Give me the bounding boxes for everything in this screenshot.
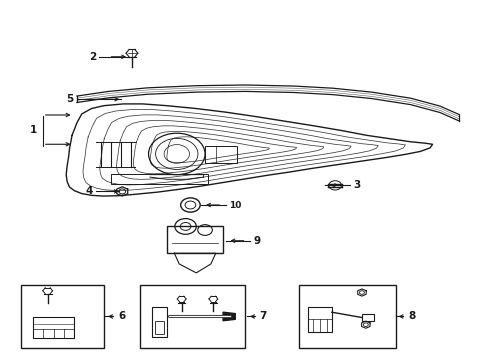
Text: 9: 9 xyxy=(254,236,261,246)
Bar xyxy=(33,317,74,338)
Text: 6: 6 xyxy=(118,311,125,321)
Bar xyxy=(152,307,167,337)
Text: 3: 3 xyxy=(353,180,361,190)
Bar xyxy=(205,146,237,163)
Text: 10: 10 xyxy=(229,201,242,210)
Text: 5: 5 xyxy=(66,94,73,104)
Text: 1: 1 xyxy=(29,125,37,135)
Text: 4: 4 xyxy=(85,186,93,197)
Bar xyxy=(140,285,245,348)
Bar xyxy=(308,307,332,332)
Bar xyxy=(111,174,208,184)
Polygon shape xyxy=(223,312,235,321)
Bar xyxy=(167,226,223,253)
Text: 8: 8 xyxy=(408,311,416,321)
Text: 2: 2 xyxy=(89,52,97,62)
Text: 7: 7 xyxy=(260,311,267,321)
Bar xyxy=(362,314,374,321)
Bar xyxy=(298,285,396,348)
Bar xyxy=(21,285,104,348)
Bar xyxy=(155,321,164,334)
